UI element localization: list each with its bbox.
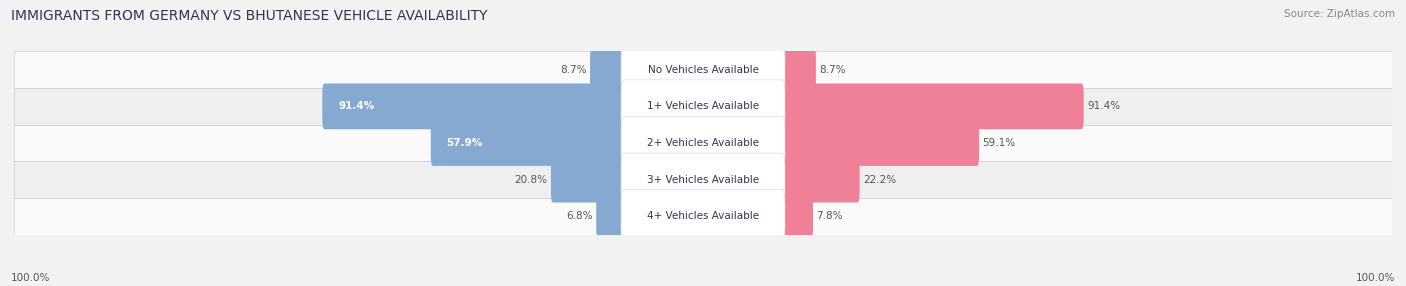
Text: 22.2%: 22.2%: [863, 175, 896, 184]
Text: 7.8%: 7.8%: [817, 211, 844, 221]
Text: Source: ZipAtlas.com: Source: ZipAtlas.com: [1284, 9, 1395, 19]
Text: 8.7%: 8.7%: [560, 65, 586, 75]
Text: 91.4%: 91.4%: [339, 102, 374, 111]
Text: 6.8%: 6.8%: [567, 211, 593, 221]
Text: 59.1%: 59.1%: [983, 138, 1015, 148]
FancyBboxPatch shape: [551, 157, 623, 202]
Text: 100.0%: 100.0%: [11, 273, 51, 283]
Text: 8.7%: 8.7%: [820, 65, 846, 75]
Text: IMMIGRANTS FROM GERMANY VS BHUTANESE VEHICLE AVAILABILITY: IMMIGRANTS FROM GERMANY VS BHUTANESE VEH…: [11, 9, 488, 23]
FancyBboxPatch shape: [783, 157, 859, 202]
FancyBboxPatch shape: [621, 43, 785, 96]
Text: 57.9%: 57.9%: [447, 138, 482, 148]
FancyBboxPatch shape: [591, 47, 623, 93]
Bar: [14, 51, 1392, 88]
FancyBboxPatch shape: [783, 47, 815, 93]
Text: 20.8%: 20.8%: [515, 175, 547, 184]
FancyBboxPatch shape: [621, 153, 785, 206]
FancyBboxPatch shape: [322, 84, 623, 129]
Bar: [14, 125, 1392, 161]
Text: 100.0%: 100.0%: [1355, 273, 1395, 283]
FancyBboxPatch shape: [430, 120, 623, 166]
Text: 4+ Vehicles Available: 4+ Vehicles Available: [647, 211, 759, 221]
Bar: [14, 88, 1392, 125]
FancyBboxPatch shape: [783, 120, 979, 166]
Text: No Vehicles Available: No Vehicles Available: [648, 65, 758, 75]
FancyBboxPatch shape: [621, 80, 785, 133]
FancyBboxPatch shape: [596, 193, 623, 239]
FancyBboxPatch shape: [783, 193, 813, 239]
Bar: [14, 198, 1392, 235]
Text: 2+ Vehicles Available: 2+ Vehicles Available: [647, 138, 759, 148]
FancyBboxPatch shape: [783, 84, 1084, 129]
Text: 91.4%: 91.4%: [1087, 102, 1121, 111]
Text: 1+ Vehicles Available: 1+ Vehicles Available: [647, 102, 759, 111]
FancyBboxPatch shape: [621, 116, 785, 170]
Bar: [14, 161, 1392, 198]
FancyBboxPatch shape: [621, 190, 785, 243]
Text: 3+ Vehicles Available: 3+ Vehicles Available: [647, 175, 759, 184]
